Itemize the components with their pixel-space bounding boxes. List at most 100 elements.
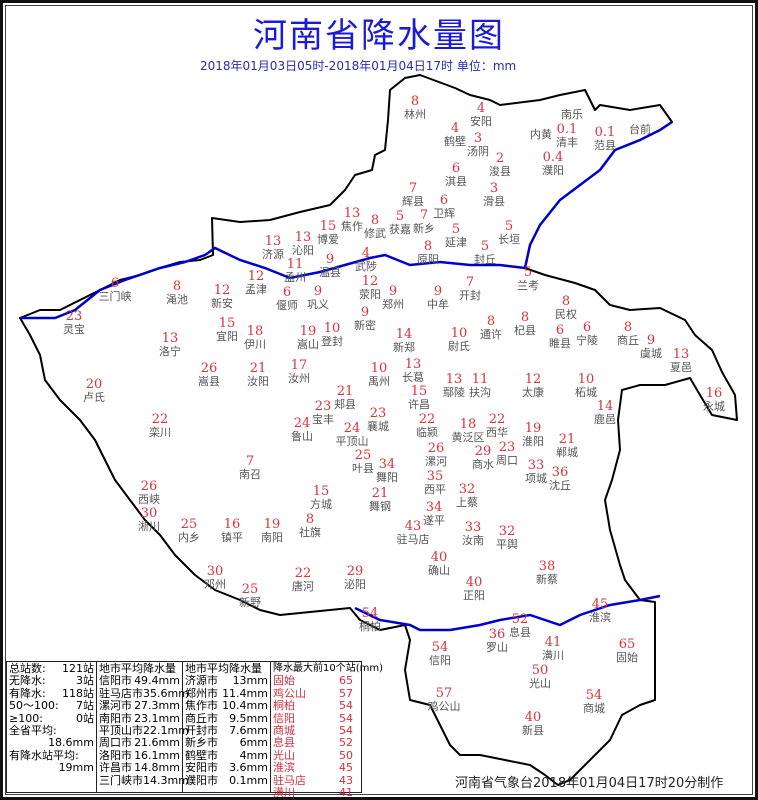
legend-label: 鹤壁市	[185, 748, 218, 762]
station-value: 7	[408, 181, 418, 196]
station-name: 通许	[480, 328, 502, 341]
legend-value: 22.1mm	[143, 724, 189, 738]
legend-row: 驻马店市 35.6mm	[99, 687, 189, 700]
station-value: 9	[388, 284, 398, 299]
legend-value: 11.4mm	[222, 686, 268, 700]
station-value: 50	[531, 663, 549, 678]
station-name: 遂平	[423, 514, 445, 527]
legend-value: 49.4mm	[134, 674, 180, 688]
station-name: 叶县	[352, 462, 374, 475]
station-name: 武陟	[355, 260, 377, 273]
station-value: 43	[404, 519, 422, 534]
station-value: 6	[110, 276, 120, 291]
station-name: 南乐	[561, 108, 583, 121]
column-header: 地市平均降水量	[99, 662, 176, 675]
station-name: 新郑	[393, 341, 415, 354]
station-value: 18	[246, 324, 264, 339]
legend-label: 商城	[273, 724, 295, 738]
station-name: 卫辉	[433, 207, 455, 220]
station-name: 上蔡	[456, 496, 478, 509]
station-value: 35	[426, 469, 444, 484]
station-value: 13	[672, 347, 690, 362]
station-value: 13	[343, 206, 361, 221]
legend-row: 18.6mm	[9, 737, 94, 750]
station-name: 社旗	[299, 526, 321, 539]
station-name: 鲁山	[291, 430, 313, 443]
station-name: 延津	[445, 236, 467, 249]
station-name: 开封	[459, 289, 481, 302]
legend-value: 41	[339, 786, 353, 800]
station-value: 22	[418, 412, 436, 427]
station-value: 10	[370, 361, 388, 376]
legend-label: 济源市	[185, 674, 218, 688]
station-name: 黄泛区	[451, 431, 485, 444]
station-value: 13	[294, 230, 312, 245]
city-average-column-2: 地市平均降水量 济源市 13mm 郑州市 11.4mm 焦作市 10.4mm 商丘市 9.5m…	[183, 662, 271, 792]
legend-label: 潢川	[273, 786, 295, 800]
legend-row: 无降水: 3站	[9, 674, 94, 687]
station-name: 新乡	[413, 222, 435, 235]
legend-label: 信阳	[273, 711, 295, 725]
station-name: 获嘉	[389, 223, 411, 236]
station-value: 8	[486, 314, 496, 329]
legend-label: 濮阳市	[185, 773, 218, 787]
station-name: 滑县	[483, 195, 505, 208]
station-value: 22	[488, 412, 506, 427]
station-value: 24	[293, 416, 311, 431]
legend-value: 45	[339, 761, 353, 775]
station-value: 12	[361, 274, 379, 289]
station-value: 9	[646, 333, 656, 348]
station-name: 舞钢	[369, 500, 391, 513]
station-name: 民权	[555, 308, 577, 321]
station-name: 孟津	[245, 283, 267, 296]
legend-value: 14.8mm	[134, 761, 180, 775]
column-header: 地市平均降水量	[185, 662, 262, 675]
station-value: 8	[305, 512, 315, 527]
legend-label: 许昌市	[99, 761, 132, 775]
station-value: 7	[419, 208, 429, 223]
station-value: 41	[544, 635, 562, 650]
station-value: 19	[299, 324, 317, 339]
yellow-river	[20, 120, 673, 320]
station-value: 15	[218, 316, 236, 331]
station-name: 泌阳	[344, 578, 366, 591]
station-name: 汝南	[462, 534, 484, 547]
station-name: 虞城	[640, 347, 662, 360]
station-name: 汝州	[288, 372, 310, 385]
station-name: 新蔡	[536, 573, 558, 586]
station-name: 鄢陵	[443, 386, 465, 399]
station-name: 南召	[239, 468, 261, 481]
station-value: 0.4	[542, 150, 564, 165]
station-value: 6	[439, 193, 449, 208]
legend-label: 固始	[273, 674, 295, 688]
station-value: 24	[343, 421, 361, 436]
station-value: 13	[445, 372, 463, 387]
legend-row: 50～100: 7站	[9, 699, 94, 712]
station-value: 5	[504, 219, 514, 234]
station-value: 15	[410, 384, 428, 399]
legend-row: ≥100: 0站	[9, 712, 94, 725]
station-name: 登封	[321, 335, 343, 348]
station-value: 32	[498, 524, 516, 539]
station-name: 新密	[354, 319, 376, 332]
top10-column: 降水最大前10个站(mm) 固始 65 鸡公山 57 桐柏 54 信阳 54 商城 54 息县 52 光…	[271, 662, 383, 799]
station-name: 安阳	[470, 115, 492, 128]
station-name: 正阳	[463, 589, 485, 602]
station-value: 4	[476, 101, 486, 116]
station-value: 30	[206, 564, 224, 579]
station-name: 卢氏	[83, 391, 105, 404]
station-value: 3	[489, 181, 499, 196]
legend-value: 27.3mm	[134, 699, 180, 713]
legend-row: 总站数: 121站	[9, 662, 94, 675]
station-name: 扶沟	[469, 386, 491, 399]
station-name: 潢川	[542, 649, 564, 662]
station-name: 淮滨	[589, 611, 611, 624]
station-value: 23	[498, 440, 516, 455]
station-value: 4	[361, 246, 371, 261]
legend-row: 有降水站平均:	[9, 749, 94, 762]
station-name: 确山	[428, 564, 450, 577]
legend-label: 焦作市	[185, 699, 218, 713]
station-name: 孟州	[284, 271, 306, 284]
station-value: 40	[430, 550, 448, 565]
legend-table: 总站数: 121站 无降水: 3站 有降水: 118站 50～100: 7站 ≥100: 0站 全省…	[6, 661, 383, 799]
